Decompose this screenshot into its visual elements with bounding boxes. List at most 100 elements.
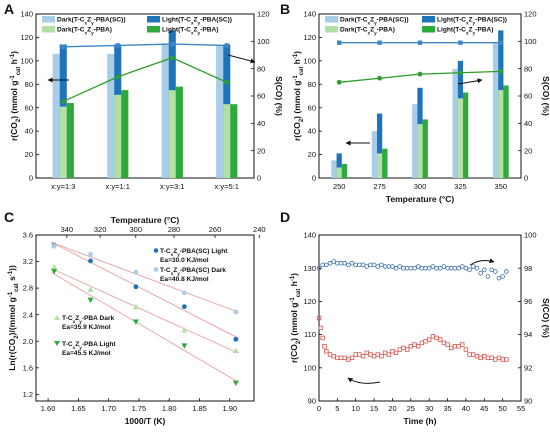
- a-bar-dark-sc: [161, 43, 169, 179]
- a-legend-swatch: [147, 16, 160, 23]
- d-x-tick-label: 55: [517, 404, 525, 413]
- c-legend-label: T-CxZy-PBA Dark: [62, 315, 115, 324]
- a-y-tick-label: 80: [25, 80, 33, 89]
- c-point-sc-light: [88, 258, 93, 264]
- d-rate-point: [368, 352, 373, 357]
- d-rate-point: [327, 352, 333, 357]
- d-rate-point: [482, 353, 487, 359]
- d-selectivity-point: [489, 267, 494, 273]
- c-point-pba-dark: [87, 286, 94, 292]
- a-bar-light-pba: [175, 86, 183, 178]
- b-selectivity-point-pba: [498, 69, 504, 74]
- a-selectivity-point-sc: [224, 43, 229, 48]
- b-y-tick-label: 80: [308, 80, 316, 89]
- c-point-sc-dark: [51, 243, 57, 249]
- d-selectivity-point: [335, 260, 340, 266]
- d-rate-point: [316, 315, 322, 321]
- d-selectivity-point: [412, 265, 417, 271]
- d-x-tick-label: 45: [480, 404, 488, 413]
- d-x-tick-label: 5: [335, 404, 339, 413]
- a-y-tick-label: 0: [29, 174, 33, 183]
- panel-letter-a: A: [4, 1, 14, 17]
- a-bar-light-pba: [66, 103, 74, 178]
- d-x-tick-label: 30: [425, 404, 433, 413]
- b-selectivity-point-sc: [377, 40, 382, 45]
- b-legend-label: Light(T-CxZy-PBA(SC)): [437, 17, 507, 26]
- d-rate-point: [467, 352, 472, 357]
- d-rate-point: [419, 340, 425, 346]
- c-legend-ea: Ea=35.9 KJ/mol: [62, 324, 111, 331]
- d-rate-point: [322, 344, 327, 349]
- c-point-pba-light: [181, 343, 188, 349]
- a-y2-tick-label: 60: [257, 92, 265, 101]
- b-legend-swatch: [325, 26, 338, 33]
- d-y-tick-label: 110: [304, 330, 316, 339]
- d-selectivity-point: [504, 269, 509, 274]
- d-selectivity-point: [492, 269, 498, 274]
- a-y-tick-label: 60: [25, 103, 33, 112]
- d-rate-point: [426, 337, 432, 342]
- d-rate-point: [408, 344, 414, 349]
- c-x2-tick-label: 340: [61, 225, 74, 234]
- b-legend-label: Dark(T-CxZy-PBA): [340, 27, 395, 36]
- b-x-tick-label: 275: [373, 182, 386, 191]
- c-legend-marker: [153, 248, 159, 253]
- c-point-pba-light: [51, 269, 58, 275]
- d-y-tick-label: 140: [303, 231, 316, 240]
- c-point-sc-light: [133, 284, 139, 290]
- d-rate-point: [500, 357, 505, 362]
- d-selectivity-point: [397, 264, 403, 269]
- d-y2-tick-label: 92: [524, 363, 532, 372]
- c-point-pba-light: [232, 380, 239, 387]
- c-x2-tick-label: 260: [209, 225, 222, 234]
- d-selectivity-point: [470, 264, 476, 269]
- d-rate-point: [401, 345, 406, 351]
- d-y-tick-label: 120: [303, 297, 316, 306]
- d-rate-point: [393, 350, 399, 356]
- d-selectivity-point: [481, 267, 487, 273]
- a-y2-tick-label: 0: [257, 174, 261, 183]
- a-bar-dark-sc: [216, 45, 224, 178]
- c-x-axis-label: 1000/T (K): [125, 416, 166, 426]
- d-rate-point: [364, 350, 369, 356]
- c-legend-label: T-CxZy-PBA Light: [62, 341, 116, 350]
- c-point-pba-dark: [181, 326, 188, 333]
- a-bar-dark-pba: [223, 104, 231, 178]
- d-selectivity-point: [496, 275, 502, 281]
- b-bar-light-sc: [376, 113, 383, 178]
- d-y2-tick-label: 100: [524, 231, 537, 240]
- a-selectivity-line-pba: [62, 57, 228, 103]
- panel-a: 0 20 40 60 80 100 120 140 0 20 40 60 80 100 120 x:y=1:3…: [9, 10, 284, 191]
- c-point-sc-dark: [88, 251, 93, 257]
- b-selectivity-point-pba: [336, 79, 342, 85]
- c-point-sc-dark: [233, 309, 239, 315]
- c-point-pba-light: [87, 297, 94, 304]
- arrow-d-right: [469, 258, 495, 266]
- d-rate-point: [338, 355, 344, 361]
- d-rate-point: [346, 357, 351, 362]
- c-point-sc-dark: [181, 290, 187, 296]
- b-x-tick-label: 300: [414, 182, 427, 191]
- d-selectivity-point: [320, 262, 325, 268]
- c-x-tick-label: 1.90: [222, 404, 237, 413]
- d-rate-point: [390, 348, 395, 354]
- a-legend-swatch: [147, 26, 160, 33]
- c-legend-marker: [54, 315, 60, 320]
- a-y2-tick-label: 120: [257, 10, 270, 19]
- b-y-axis-label: r(CO2) (mmol g-1cat h-1): [292, 51, 305, 141]
- b-x-tick-label: 325: [454, 182, 467, 191]
- arrow-d-left: [347, 377, 381, 384]
- b-legend-swatch: [422, 26, 435, 33]
- a-bar-dark-sc: [107, 53, 115, 179]
- d-selectivity-point: [353, 262, 359, 268]
- a-bar-light-pba: [121, 90, 129, 178]
- c-y-tick-label: 1.6: [23, 363, 33, 372]
- c-x-tick-label: 1.60: [41, 404, 56, 413]
- d-rate-point: [452, 344, 458, 349]
- d-rate-point: [331, 353, 336, 359]
- d-x-tick-label: 20: [388, 404, 396, 413]
- a-y-tick-label: 140: [20, 10, 33, 19]
- b-y2-tick-label: 120: [524, 10, 537, 19]
- d-rate-point: [324, 348, 329, 354]
